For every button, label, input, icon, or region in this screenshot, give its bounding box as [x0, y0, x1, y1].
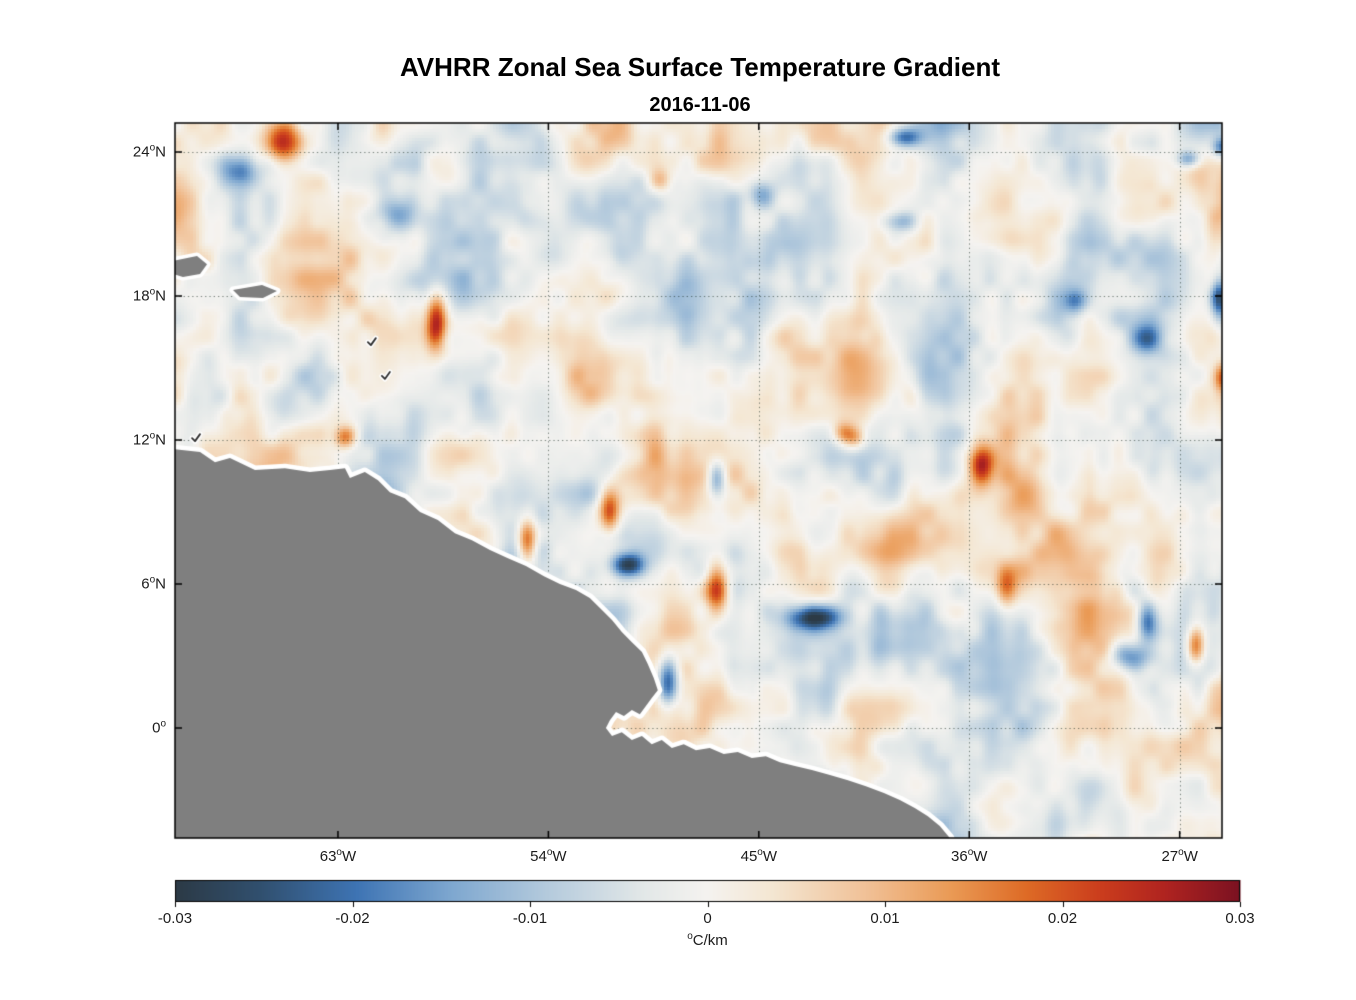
map-plot-canvas	[0, 0, 1356, 1000]
figure: AVHRR Zonal Sea Surface Temperature Grad…	[0, 0, 1356, 1000]
